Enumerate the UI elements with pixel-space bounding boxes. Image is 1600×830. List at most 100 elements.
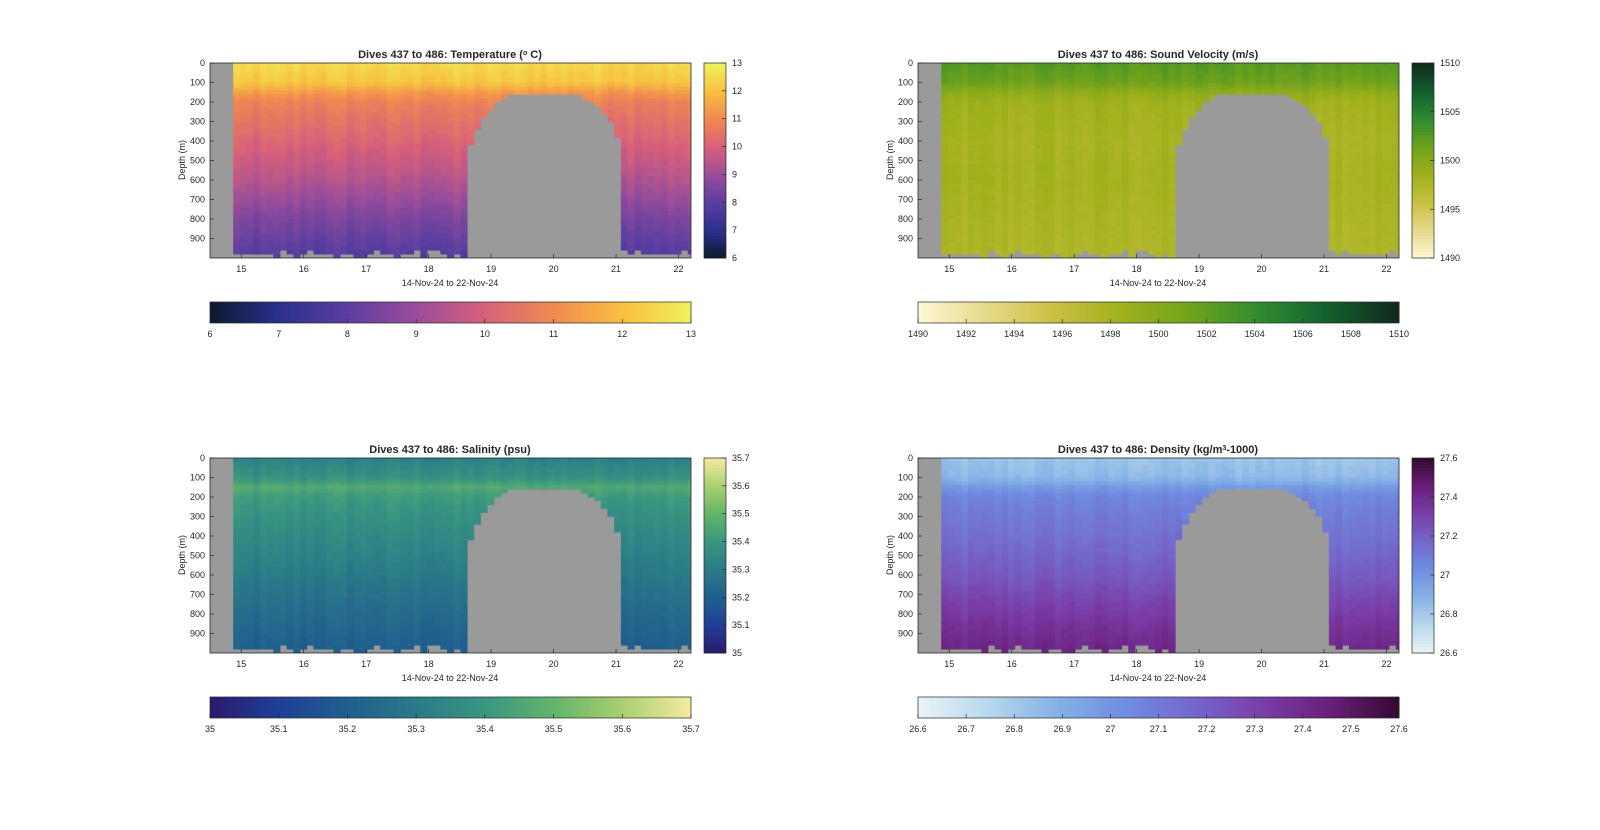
heatmap-cell <box>1121 180 1129 185</box>
colorbar-segment <box>704 222 726 226</box>
heatmap-cell <box>1348 215 1357 220</box>
colorbar-segment <box>538 302 544 323</box>
heatmap-cell <box>440 234 448 239</box>
heatmap-cell <box>460 219 468 224</box>
heatmap-cell <box>386 199 395 204</box>
heatmap-cell <box>567 82 575 87</box>
heatmap-cell <box>333 246 341 251</box>
heatmap-cell <box>326 152 334 157</box>
colorbar-segment <box>490 302 496 323</box>
heatmap-cell <box>1128 148 1136 154</box>
heatmap-cell <box>520 78 528 83</box>
heatmap-cell <box>427 148 435 154</box>
heatmap-cell <box>333 63 341 68</box>
heatmap-cell <box>480 102 488 107</box>
heatmap-cell <box>1128 238 1136 243</box>
colorbar-segment <box>674 302 680 323</box>
heatmap-cell <box>1168 102 1176 107</box>
heatmap-cell <box>1061 90 1069 95</box>
heatmap-cell <box>1128 156 1136 161</box>
heatmap-cell <box>273 191 281 196</box>
heatmap-cell <box>253 180 261 185</box>
heatmap-cell <box>1328 195 1336 200</box>
heatmap-cell <box>654 102 662 107</box>
heatmap-cell <box>266 176 274 181</box>
heatmap-cell <box>600 86 608 91</box>
heatmap-cell <box>674 238 682 243</box>
heatmap-cell <box>393 254 401 258</box>
heatmap-cell <box>293 203 301 208</box>
heatmap-cell <box>634 203 642 208</box>
heatmap-cell <box>627 191 635 196</box>
heatmap-cell <box>627 148 635 154</box>
heatmap-cell <box>333 211 341 216</box>
heatmap-cell <box>941 121 949 126</box>
heatmap-cell <box>600 78 608 83</box>
heatmap-cell <box>279 164 288 169</box>
heatmap-cell <box>246 70 254 76</box>
heatmap-cell <box>1168 246 1176 251</box>
heatmap-cell <box>326 90 334 95</box>
heatmap-cell <box>259 230 268 235</box>
heatmap-cell <box>1342 203 1350 208</box>
heatmap-cell <box>1048 102 1056 107</box>
heatmap-cell <box>1148 180 1156 185</box>
heatmap-cell <box>1114 105 1123 111</box>
heatmap-cell <box>333 129 341 134</box>
heatmap-cell <box>654 94 662 99</box>
heatmap-cell <box>1282 90 1290 95</box>
heatmap-cell <box>987 117 996 122</box>
heatmap-cell <box>1034 137 1042 142</box>
heatmap-cell <box>300 141 308 146</box>
heatmap-cell <box>326 183 334 189</box>
heatmap-cell <box>994 113 1002 118</box>
heatmap-cell <box>520 70 528 76</box>
heatmap-cell <box>1228 90 1236 95</box>
heatmap-cell <box>587 94 595 99</box>
heatmap-cell <box>279 222 288 228</box>
heatmap-cell <box>413 207 421 212</box>
heatmap-cell <box>279 160 288 165</box>
heatmap-cell <box>1121 133 1129 138</box>
heatmap-cell <box>460 125 468 130</box>
heatmap-cell <box>453 195 461 200</box>
colorbar-segment <box>704 193 726 197</box>
heatmap-cell <box>279 238 288 243</box>
heatmap-cell <box>1141 176 1149 181</box>
heatmap-cell <box>1168 90 1176 95</box>
heatmap-cell <box>1135 230 1143 235</box>
heatmap-cell <box>1121 121 1129 126</box>
heatmap-cell <box>1135 102 1143 107</box>
heatmap-cell <box>947 133 956 138</box>
heatmap-cell <box>420 113 428 118</box>
heatmap-cell <box>1061 105 1069 111</box>
heatmap-cell <box>667 105 675 111</box>
heatmap-cell <box>1228 74 1236 79</box>
heatmap-cell <box>1328 172 1336 177</box>
heatmap-cell <box>253 109 261 115</box>
heatmap-cell <box>961 183 969 189</box>
heatmap-cell <box>313 226 321 232</box>
heatmap-cell <box>1308 109 1316 115</box>
heatmap-cell <box>1161 144 1169 150</box>
heatmap-cell <box>1355 113 1363 118</box>
heatmap-cell <box>1041 129 1049 134</box>
heatmap-cell <box>1048 125 1056 130</box>
heatmap-cell <box>1342 226 1350 232</box>
heatmap-cell <box>380 148 388 154</box>
heatmap-cell <box>1335 187 1343 193</box>
heatmap-cell <box>594 78 602 83</box>
heatmap-cell <box>954 230 962 235</box>
heatmap-cell <box>346 207 354 212</box>
heatmap-cell <box>1074 117 1083 122</box>
heatmap-cell <box>433 152 441 157</box>
heatmap-cell <box>1121 78 1129 83</box>
heatmap-cell <box>1328 242 1336 247</box>
heatmap-cell <box>1262 63 1270 68</box>
heatmap-cell <box>1348 78 1357 83</box>
heatmap-cell <box>406 172 415 177</box>
heatmap-cell <box>1081 113 1089 118</box>
heatmap-cell <box>346 215 354 220</box>
heatmap-cell <box>340 199 348 204</box>
heatmap-cell <box>366 102 375 107</box>
